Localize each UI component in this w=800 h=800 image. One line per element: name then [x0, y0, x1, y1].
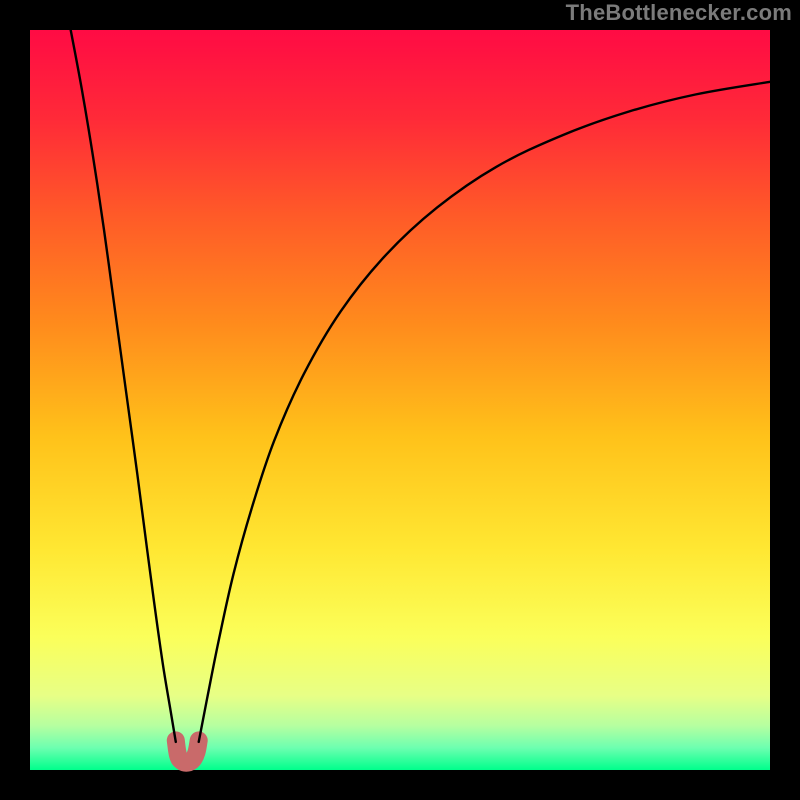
stage: TheBottlenecker.com [0, 0, 800, 800]
gradient-panel [30, 30, 770, 770]
bottleneck-chart [0, 0, 800, 800]
watermark-text: TheBottlenecker.com [566, 0, 792, 26]
